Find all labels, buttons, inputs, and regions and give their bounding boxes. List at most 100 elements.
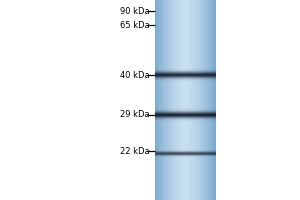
- Bar: [163, 0, 164, 200]
- Bar: [154, 0, 156, 200]
- Bar: [202, 0, 203, 200]
- Bar: [191, 0, 193, 200]
- Bar: [193, 0, 194, 200]
- Bar: [154, 68, 216, 69]
- Bar: [177, 0, 178, 200]
- Bar: [156, 0, 157, 200]
- Bar: [192, 0, 193, 200]
- Bar: [154, 108, 216, 109]
- Bar: [190, 0, 191, 200]
- Text: 65 kDa: 65 kDa: [120, 21, 150, 29]
- Bar: [154, 116, 216, 117]
- Bar: [164, 0, 165, 200]
- Bar: [176, 0, 177, 200]
- Bar: [175, 0, 176, 200]
- Bar: [154, 76, 216, 77]
- Bar: [154, 110, 216, 111]
- Bar: [183, 0, 184, 200]
- Bar: [154, 78, 216, 79]
- Bar: [154, 115, 216, 116]
- Bar: [158, 0, 159, 200]
- Bar: [154, 109, 216, 110]
- Bar: [155, 0, 156, 200]
- Bar: [170, 0, 171, 200]
- Bar: [154, 71, 216, 72]
- Bar: [190, 0, 192, 200]
- Text: 22 kDa: 22 kDa: [120, 146, 150, 156]
- Bar: [168, 0, 169, 200]
- Bar: [180, 0, 181, 200]
- Bar: [181, 0, 182, 200]
- Text: 40 kDa: 40 kDa: [120, 71, 150, 79]
- Bar: [199, 0, 200, 200]
- Bar: [189, 0, 190, 200]
- Bar: [200, 0, 201, 200]
- Bar: [166, 0, 167, 200]
- Bar: [154, 113, 216, 114]
- Bar: [195, 0, 196, 200]
- Text: 29 kDa: 29 kDa: [120, 110, 150, 119]
- Bar: [173, 0, 174, 200]
- Bar: [154, 75, 216, 76]
- Bar: [154, 70, 216, 71]
- Bar: [212, 0, 213, 200]
- Bar: [209, 0, 210, 200]
- Bar: [184, 0, 185, 200]
- Bar: [215, 0, 216, 200]
- Bar: [171, 0, 172, 200]
- Bar: [198, 0, 200, 200]
- Bar: [205, 0, 206, 200]
- Text: 90 kDa: 90 kDa: [120, 6, 150, 16]
- Bar: [157, 0, 158, 200]
- Bar: [214, 0, 215, 200]
- Bar: [154, 80, 216, 81]
- Bar: [154, 73, 216, 74]
- Bar: [167, 0, 168, 200]
- Bar: [194, 0, 195, 200]
- Bar: [211, 0, 212, 200]
- Bar: [201, 0, 202, 200]
- Bar: [171, 0, 172, 200]
- Bar: [154, 114, 216, 115]
- Bar: [154, 112, 216, 113]
- Bar: [161, 0, 162, 200]
- Bar: [172, 0, 173, 200]
- Bar: [154, 79, 216, 80]
- Bar: [160, 0, 161, 200]
- Bar: [210, 0, 211, 200]
- Bar: [175, 0, 176, 200]
- Bar: [207, 0, 208, 200]
- Bar: [169, 0, 170, 200]
- Bar: [154, 111, 216, 112]
- Bar: [154, 72, 216, 73]
- Bar: [159, 0, 160, 200]
- Bar: [214, 0, 215, 200]
- Bar: [204, 0, 205, 200]
- Bar: [185, 0, 186, 200]
- Bar: [206, 0, 207, 200]
- Bar: [154, 117, 216, 118]
- Bar: [179, 0, 180, 200]
- Bar: [203, 0, 204, 200]
- Bar: [162, 0, 163, 200]
- Bar: [188, 0, 189, 200]
- Bar: [154, 120, 216, 121]
- Bar: [196, 0, 197, 200]
- Bar: [154, 119, 216, 120]
- Bar: [197, 0, 198, 200]
- Bar: [194, 0, 196, 200]
- Bar: [154, 118, 216, 119]
- Bar: [197, 0, 199, 200]
- Bar: [186, 0, 187, 200]
- Bar: [164, 0, 166, 200]
- Bar: [158, 0, 159, 200]
- Bar: [161, 0, 163, 200]
- Bar: [201, 0, 202, 200]
- Bar: [208, 0, 209, 200]
- Bar: [213, 0, 214, 200]
- Bar: [154, 69, 216, 70]
- Bar: [188, 0, 189, 200]
- Bar: [184, 0, 185, 200]
- Bar: [182, 0, 183, 200]
- Bar: [205, 0, 206, 200]
